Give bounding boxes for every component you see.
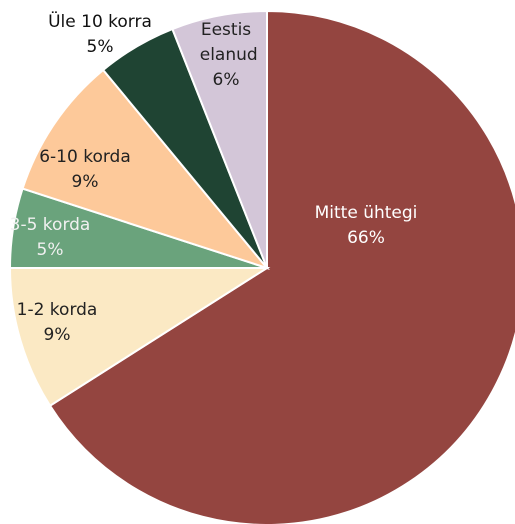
slice-label: Eestis elanud [194, 20, 257, 65]
pie-slice [48, 9, 515, 524]
slice-label: 1-2 korda [17, 300, 98, 320]
pie-slice [171, 9, 268, 269]
slice-label: 3-5 korda [10, 215, 91, 235]
value-label: 9% [72, 172, 99, 192]
slice-label: Üle 10 korra [48, 10, 152, 32]
pie-slice [8, 267, 271, 408]
value-label: 66% [347, 228, 385, 248]
value-label: 9% [44, 325, 71, 345]
value-label: 5% [37, 240, 64, 260]
slice-label: Mitte ühtegi [315, 203, 418, 223]
value-label: 6% [213, 70, 240, 90]
pie-slice [21, 68, 270, 271]
value-label: 5% [87, 37, 114, 57]
slice-label: 6-10 korda [39, 147, 131, 167]
